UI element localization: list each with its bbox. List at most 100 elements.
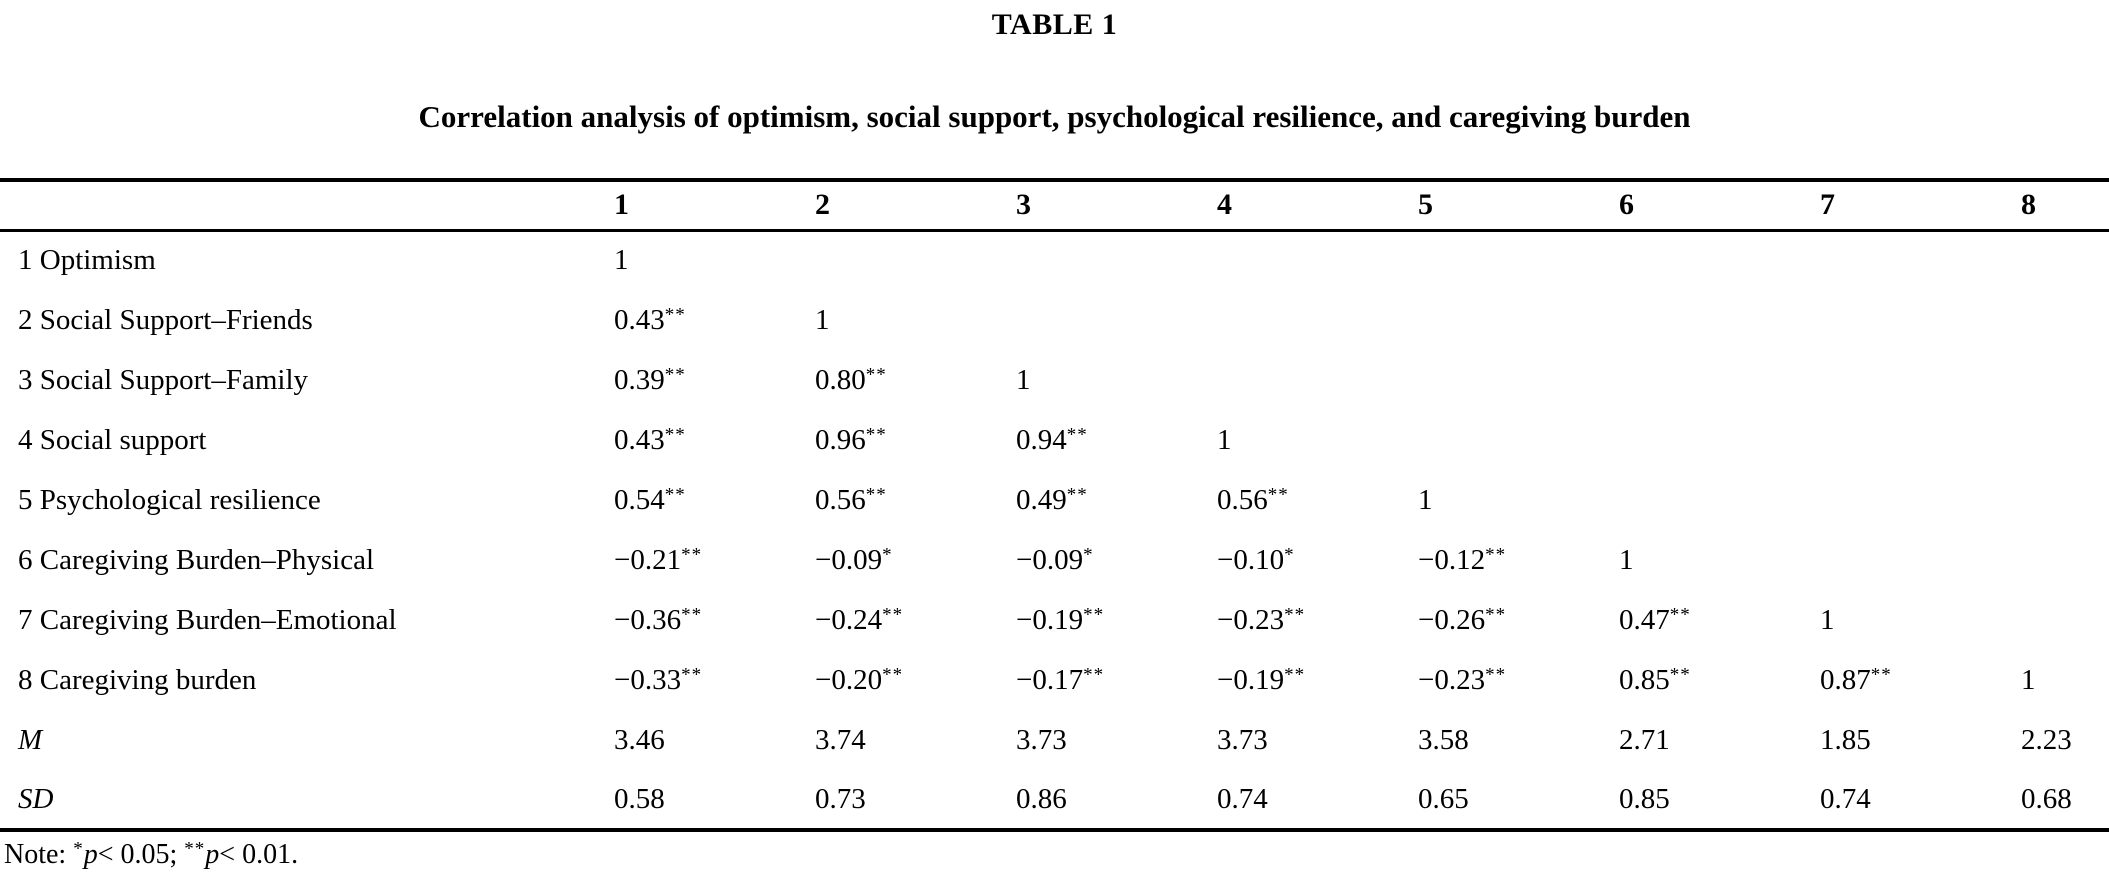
table-cell: 0.86 [1016,782,1067,815]
table-cell: −0.20** [815,663,904,696]
column-header: 5 [1404,180,1605,232]
table-cell [1203,350,1404,410]
table-cell [2007,350,2109,410]
table-cell [1806,290,2007,350]
table-cell [1806,350,2007,410]
table-cell: −0.09* [1016,543,1094,576]
table-cell: 0.43** [614,423,686,456]
table-cell [1404,290,1605,350]
table-row: SD 0.58 0.73 0.86 0.74 0.65 0.85 0.74 0.68 [0,770,2109,830]
table-cell: 0.96** [815,423,887,456]
significance-stars: ** [664,423,686,445]
significance-stars: ** [1485,603,1507,625]
significance-stars: ** [1669,603,1691,625]
table-cell: 0.47** [1619,603,1691,636]
table-cell: 0.65 [1418,782,1469,815]
table-cell: 0.80** [815,363,887,396]
table-cell [1605,470,1806,530]
table-cell [2007,230,2109,290]
table-cell: −0.19** [1217,663,1306,696]
table-row: 5 Psychological resilience 0.54** 0.56** 0.… [0,470,2109,530]
significance-stars: ** [865,423,887,445]
table-row: 4 Social support 0.43** 0.96** 0.94** 1 [0,410,2109,470]
significance-stars: ** [1267,483,1289,505]
table-cell [1404,410,1605,470]
table-cell [1605,290,1806,350]
column-header: 6 [1605,180,1806,232]
significance-stars: ** [1284,663,1306,685]
table-cell [2007,410,2109,470]
table-cell: 0.85** [1619,663,1691,696]
significance-stars: ** [681,663,703,685]
row-label: 2 Social Support–Friends [18,303,313,336]
table-label: TABLE 1 [991,8,1118,41]
table-cell: 0.54** [614,483,686,516]
stat-symbol: p [205,839,220,870]
table-cell: −0.10* [1217,543,1295,576]
significance-stars: ** [1066,423,1088,445]
table-caption: Correlation analysis of optimism, social… [418,99,1691,134]
significance-stars: * [1083,543,1094,565]
table-cell: −0.26** [1418,603,1507,636]
significance-stars: * [882,543,893,565]
significance-stars: ** [664,483,686,505]
footnote-condition: < 0.05; [97,839,185,870]
table-cell [1806,230,2007,290]
table-cell: −0.23** [1217,603,1306,636]
row-label: 7 Caregiving Burden–Emotional [18,603,397,636]
table-cell: 0.58 [614,782,665,815]
table-cell [2007,470,2109,530]
table-cell: 0.56** [1217,483,1289,516]
table-cell [2007,530,2109,590]
table-cell: −0.21** [614,543,703,576]
table-cell: −0.24** [815,603,904,636]
table-cell: 0.56** [815,483,887,516]
table-row: 8 Caregiving burden −0.33** −0.20** −0.17**… [0,650,2109,710]
table-cell [1203,230,1404,290]
table-row: M 3.46 3.74 3.73 3.73 3.58 2.71 1.85 2.23 [0,710,2109,770]
table-cell: 0.94** [1016,423,1088,456]
significance-stars: ** [1083,663,1105,685]
row-label: 8 Caregiving burden [18,663,257,696]
table-row: 3 Social Support–Family 0.39** 0.80** 1 [0,350,2109,410]
table-cell: 0.68 [2021,782,2072,815]
table-row: 6 Caregiving Burden–Physical −0.21** −0.09… [0,530,2109,590]
row-label: 4 Social support [18,423,207,456]
table-cell: 0.74 [1820,782,1871,815]
table-cell: −0.12** [1418,543,1507,576]
table-cell: 1 [1016,363,1031,396]
table-cell [1404,350,1605,410]
table-cell [1605,230,1806,290]
corner-cell [0,180,600,232]
table-cell: −0.33** [614,663,703,696]
table-cell: 0.73 [815,782,866,815]
column-header: 7 [1806,180,2007,232]
table-cell [801,230,1002,290]
table-cell: 0.74 [1217,782,1268,815]
stat-symbol: p [83,839,98,870]
table-cell [1404,230,1605,290]
table-cell [1806,530,2007,590]
table-cell: 2.71 [1619,723,1670,756]
table-cell [1002,290,1203,350]
table-footnote: Note: *p< 0.05; **p< 0.01. [0,838,2109,871]
column-header: 8 [2007,180,2109,232]
table-cell [1806,470,2007,530]
table-cell: −0.36** [614,603,703,636]
significance-stars: ** [1870,663,1892,685]
significance-stars: * [73,838,84,860]
table-cell: 1 [1820,603,1835,636]
table-cell: 0.87** [1820,663,1892,696]
table-cell: 0.85 [1619,782,1670,815]
table-row: 7 Caregiving Burden–Emotional −0.36** −0.2… [0,590,2109,650]
column-header: 4 [1203,180,1404,232]
significance-stars: ** [681,543,703,565]
table-cell: 3.74 [815,723,866,756]
table-cell: 1 [815,303,830,336]
significance-stars: ** [1485,543,1507,565]
table-cell [1605,410,1806,470]
significance-stars: ** [882,603,904,625]
significance-stars: ** [1066,483,1088,505]
